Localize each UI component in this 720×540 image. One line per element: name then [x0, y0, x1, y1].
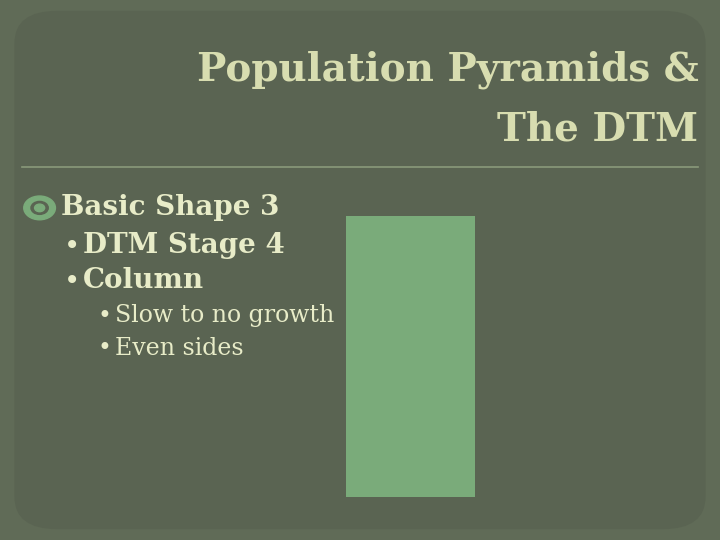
Circle shape: [35, 204, 45, 212]
Text: Slow to no growth: Slow to no growth: [115, 305, 335, 327]
Text: DTM Stage 4: DTM Stage 4: [83, 232, 284, 259]
Text: •: •: [64, 267, 80, 295]
Text: •: •: [64, 232, 80, 260]
Text: Even sides: Even sides: [115, 337, 244, 360]
Circle shape: [31, 201, 48, 214]
FancyBboxPatch shape: [346, 216, 475, 497]
FancyBboxPatch shape: [14, 11, 706, 529]
Text: Basic Shape 3: Basic Shape 3: [61, 194, 279, 221]
Text: •: •: [97, 336, 112, 360]
Text: Population Pyramids &: Population Pyramids &: [197, 51, 698, 90]
Text: Column: Column: [83, 267, 204, 294]
Circle shape: [24, 196, 55, 220]
Text: •: •: [97, 304, 112, 328]
Text: The DTM: The DTM: [498, 111, 698, 148]
